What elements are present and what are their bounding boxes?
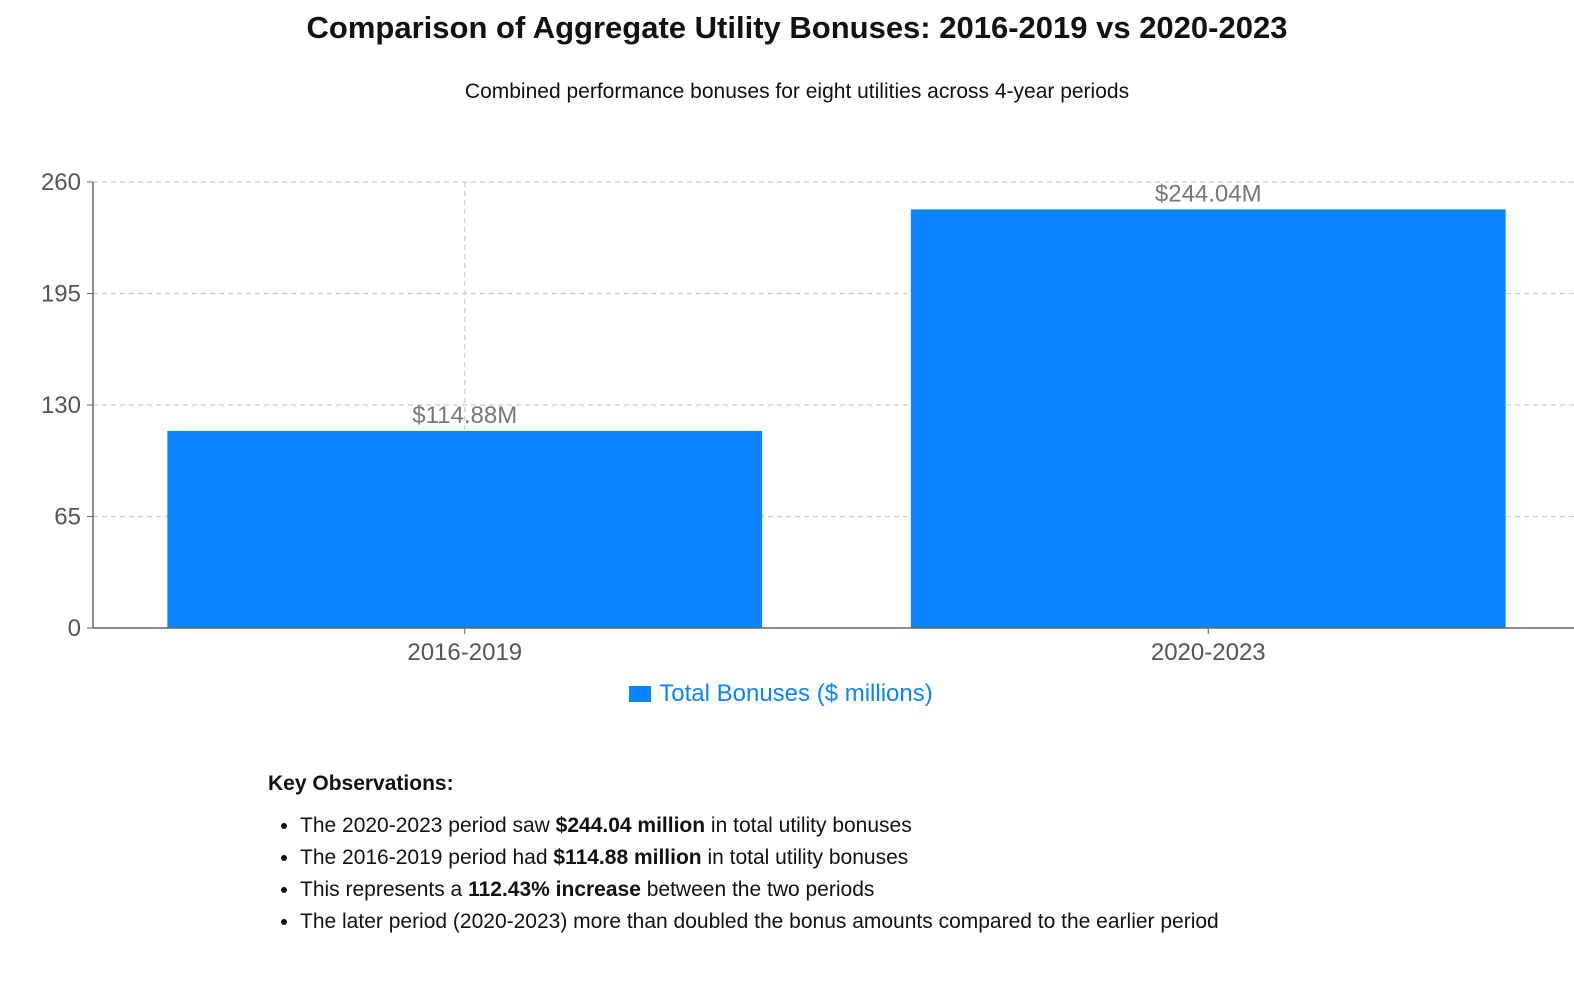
y-tick-label: 65 <box>54 504 81 531</box>
legend[interactable]: Total Bonuses ($ millions) <box>0 680 1562 708</box>
data-label: $114.88M <box>412 402 517 429</box>
observation-item: This represents a 112.43% increase betwe… <box>300 874 1468 906</box>
legend-label: Total Bonuses ($ millions) <box>659 680 933 707</box>
observation-item: The 2020-2023 period saw $244.04 million… <box>300 810 1468 842</box>
key-observations: Key Observations: The 2020-2023 period s… <box>268 772 1468 938</box>
observations-list: The 2020-2023 period saw $244.04 million… <box>268 810 1468 938</box>
y-tick-label: 195 <box>41 281 81 308</box>
observation-item: The 2016-2019 period had $114.88 million… <box>300 842 1468 874</box>
data-label: $244.04M <box>1155 180 1262 207</box>
chart-subtitle: Combined performance bonuses for eight u… <box>464 80 1130 103</box>
bar-2016-2019 <box>167 430 763 628</box>
bar-2020-2023 <box>910 209 1506 628</box>
x-tick-label: 2016-2019 <box>407 639 522 660</box>
y-tick-label: 260 <box>41 169 81 196</box>
chart-title: Comparison of Aggregate Utility Bonuses:… <box>306 10 1288 45</box>
observation-item: The later period (2020-2023) more than d… <box>300 906 1468 938</box>
y-tick-label: 0 <box>68 615 81 642</box>
bar-chart: $114.88M 2016-2019 $244.04M 2020-2023 0 65 130… <box>41 169 1574 660</box>
x-tick-label: 2020-2023 <box>1151 639 1266 660</box>
legend-swatch <box>629 686 652 702</box>
observations-heading: Key Observations: <box>268 772 454 795</box>
y-tick-label: 130 <box>41 392 81 419</box>
